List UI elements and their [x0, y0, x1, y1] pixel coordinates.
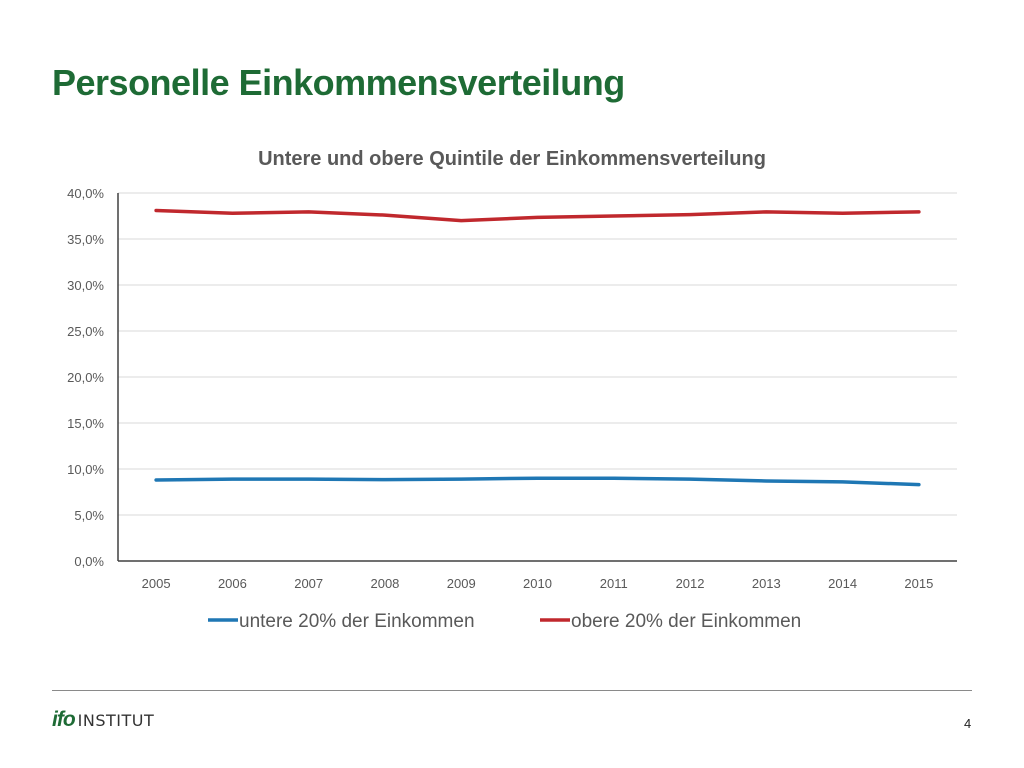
line-chart: Untere und obere Quintile der Einkommens… [67, 148, 957, 632]
series-line-1 [154, 476, 921, 487]
series-line-2 [154, 208, 921, 223]
y-axis: 0,0% 5,0% 10,0% 15,0% 20,0% 25,0% 30,0% 35,0% 40… [67, 186, 104, 569]
legend-label: untere 20% der Einkommen [239, 611, 475, 632]
x-tick-label: 2011 [600, 576, 628, 591]
x-tick-label: 2007 [294, 576, 323, 591]
chart-grid [118, 192, 957, 516]
x-tick-label: 2013 [752, 576, 781, 591]
y-tick-label: 40,0% [67, 186, 104, 201]
footer-divider [52, 690, 972, 691]
chart-legend: untere 20% der Einkommen obere 20% der Ei… [208, 611, 801, 632]
x-tick-label: 2012 [676, 576, 705, 591]
ifo-logo: ifo INSTITUT [52, 708, 154, 732]
logo-text: INSTITUT [77, 711, 155, 730]
x-tick-label: 2005 [142, 576, 171, 591]
y-tick-label: 35,0% [67, 232, 104, 247]
x-tick-label: 2009 [447, 576, 476, 591]
y-tick-label: 10,0% [67, 462, 104, 477]
y-tick-label: 25,0% [67, 324, 104, 339]
y-tick-label: 15,0% [67, 416, 104, 431]
legend-label: obere 20% der Einkommen [571, 611, 801, 632]
x-tick-label: 2015 [904, 576, 933, 591]
chart-title: Untere und obere Quintile der Einkommens… [258, 148, 766, 170]
y-tick-label: 30,0% [67, 278, 104, 293]
y-tick-label: 5,0% [74, 508, 104, 523]
slide-title: Personelle Einkommensverteilung [52, 62, 625, 103]
y-tick-label: 20,0% [67, 370, 104, 385]
x-tick-label: 2006 [218, 576, 247, 591]
x-axis: 2005 2006 2007 2008 2009 2010 2011 2012 2013 2014… [142, 576, 934, 591]
x-tick-label: 2008 [370, 576, 399, 591]
y-tick-label: 0,0% [74, 554, 104, 569]
x-tick-label: 2014 [828, 576, 857, 591]
chart-series [154, 208, 921, 487]
logo-mark: ifo [52, 708, 76, 731]
chart-axes [117, 193, 957, 562]
x-tick-label: 2010 [523, 576, 552, 591]
page-number: 4 [964, 716, 972, 731]
